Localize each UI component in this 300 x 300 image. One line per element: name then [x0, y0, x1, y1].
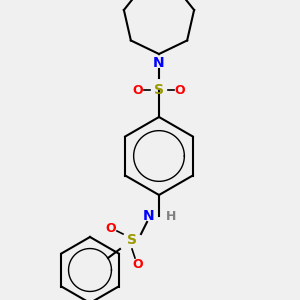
- Text: O: O: [175, 83, 185, 97]
- Text: O: O: [133, 83, 143, 97]
- Text: H: H: [166, 209, 176, 223]
- Text: O: O: [133, 257, 143, 271]
- Text: N: N: [153, 56, 165, 70]
- Text: S: S: [154, 83, 164, 97]
- Text: N: N: [143, 209, 154, 223]
- Text: O: O: [106, 221, 116, 235]
- Text: S: S: [127, 233, 137, 247]
